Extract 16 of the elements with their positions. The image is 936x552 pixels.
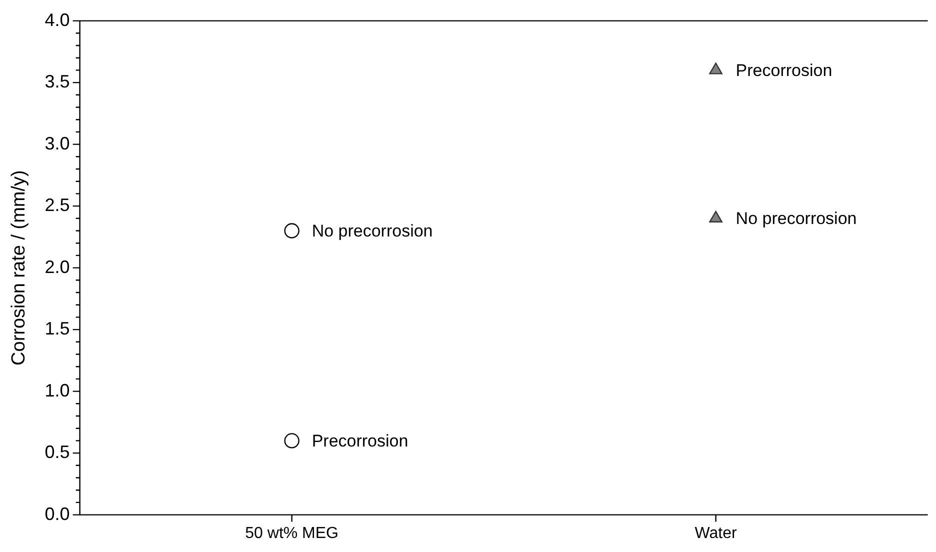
y-tick-label: 1.5 (44, 318, 70, 339)
y-tick-label: 2.5 (44, 195, 70, 216)
x-tick-label: Water (694, 524, 738, 542)
y-tick-label: 4.0 (44, 10, 70, 30)
y-tick-label: 0.5 (44, 442, 70, 462)
annotation: Precorrosion (736, 60, 832, 80)
y-tick-label: 2.0 (44, 256, 70, 277)
y-tick-label: 1.0 (44, 380, 70, 400)
annotation: No precorrosion (312, 221, 433, 240)
x-tick-label: 50 wt% MEG (245, 524, 338, 542)
annotation: No precorrosion (736, 209, 857, 228)
annotation: Precorrosion (312, 431, 408, 450)
y-tick-label: 3.5 (44, 72, 70, 92)
y-tick-label: 3.0 (44, 133, 70, 154)
y-axis-title: Corrosion rate / (mm/y) (8, 170, 30, 366)
y-tick-label: 0.0 (44, 504, 70, 524)
